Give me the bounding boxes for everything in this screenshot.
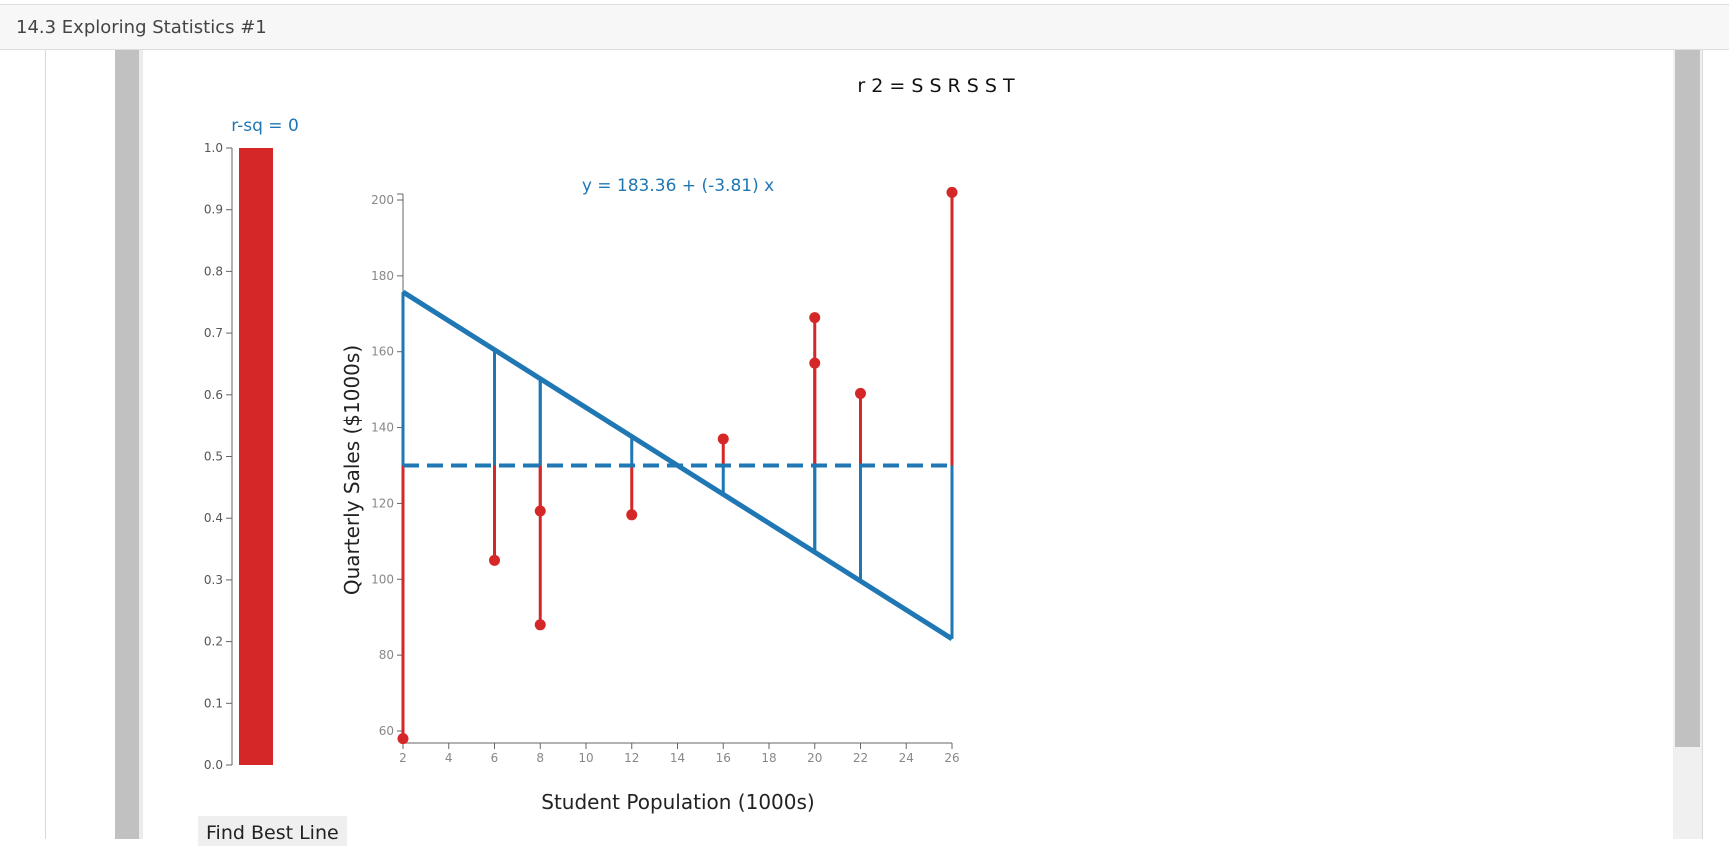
- vertical-scrollbar-thumb[interactable]: [1675, 50, 1700, 747]
- y-tick-label: 120: [371, 496, 394, 510]
- x-tick-label: 14: [670, 751, 685, 765]
- data-point[interactable]: [855, 387, 866, 399]
- r-squared-ticks: 0.0 0.1 0.2 0.3 0.4 0.5 0.6 0.7 0.8 0.9 1.0: [204, 141, 232, 772]
- window-title: 14.3 Exploring Statistics #1: [16, 17, 267, 38]
- data-point[interactable]: [809, 312, 821, 324]
- y-tick-label: 160: [371, 345, 394, 359]
- r-squared-bar: [239, 148, 273, 765]
- data-point[interactable]: [809, 357, 821, 369]
- x-tick-label: 12: [624, 751, 639, 765]
- data-point[interactable]: [534, 619, 546, 631]
- x-tick-label: 20: [807, 751, 822, 765]
- data-point[interactable]: [626, 509, 638, 521]
- x-tick-label: 16: [716, 751, 731, 765]
- formula-text: r 2 = S S R S S T: [857, 75, 1015, 97]
- data-point[interactable]: [397, 733, 409, 745]
- y-axis-label: Quarterly Sales ($1000s): [340, 345, 364, 595]
- x-tick-label: 4: [445, 751, 453, 765]
- find-best-line-button[interactable]: Find Best Line: [198, 816, 347, 846]
- r-squared-tick-label: 0.9: [204, 203, 223, 217]
- data-point[interactable]: [717, 433, 729, 445]
- x-tick-label: 22: [853, 751, 868, 765]
- r-squared-tick-label: 0.4: [204, 511, 223, 525]
- y-tick-label: 80: [379, 648, 394, 662]
- r-squared-tick-label: 0.3: [204, 573, 223, 587]
- data-point[interactable]: [534, 505, 546, 517]
- data-points: [397, 186, 958, 745]
- x-tick-label: 26: [944, 751, 959, 765]
- content-frame-left-border: [115, 50, 139, 839]
- r-squared-tick-label: 0.7: [204, 326, 223, 340]
- y-tick-label: 60: [379, 724, 394, 738]
- x-tick-label: 18: [761, 751, 776, 765]
- y-tick-label: 100: [371, 572, 394, 586]
- x-tick-label: 6: [491, 751, 499, 765]
- page-left-border: [45, 50, 46, 839]
- r-squared-tick-label: 0.0: [204, 758, 223, 772]
- fit-lines: [401, 289, 954, 641]
- r-squared-tick-label: 0.5: [204, 450, 223, 464]
- window-title-bar: 14.3 Exploring Statistics #1: [0, 4, 1729, 50]
- x-axis-label: Student Population (1000s): [541, 790, 814, 814]
- content-frame-inner-border: [139, 50, 143, 839]
- data-point[interactable]: [489, 554, 500, 566]
- scatter-plot: y = 183.36 + (-3.81) x 60 80 100 120 140 160 1…: [340, 176, 960, 814]
- r-squared-gauge: r-sq = 0 0.0 0.1 0.2 0.3 0.4 0.5 0.6 0.7 0.8 0.9 1…: [204, 116, 299, 772]
- data-point[interactable]: [946, 186, 958, 198]
- r-squared-tick-label: 0.2: [204, 635, 223, 649]
- y-tick-label: 140: [371, 421, 394, 435]
- r-squared-tick-label: 0.8: [204, 264, 223, 278]
- x-tick-label: 8: [536, 751, 544, 765]
- r-squared-tick-label: 0.6: [204, 388, 223, 402]
- page-right-border: [1702, 50, 1703, 839]
- y-tick-label: 180: [371, 269, 394, 283]
- regression-line: [401, 289, 954, 641]
- x-tick-label: 24: [899, 751, 914, 765]
- x-tick-label: 10: [578, 751, 593, 765]
- x-tick-label: 2: [399, 751, 407, 765]
- r-squared-tick-label: 1.0: [204, 141, 223, 155]
- r-squared-tick-label: 0.1: [204, 696, 223, 710]
- y-tick-label: 200: [371, 193, 394, 207]
- r-squared-label: r-sq = 0: [231, 116, 299, 136]
- residual-lines: [401, 192, 954, 739]
- regression-equation: y = 183.36 + (-3.81) x: [582, 176, 774, 196]
